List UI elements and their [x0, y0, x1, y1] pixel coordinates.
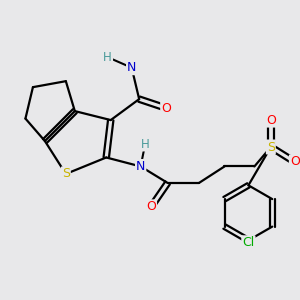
Text: Cl: Cl — [242, 236, 254, 249]
Text: N: N — [136, 160, 145, 173]
Text: N: N — [127, 61, 136, 74]
Text: H: H — [141, 137, 149, 151]
Text: S: S — [62, 167, 70, 180]
Text: O: O — [146, 200, 156, 213]
Text: H: H — [103, 51, 112, 64]
Text: O: O — [266, 114, 276, 127]
Text: O: O — [290, 155, 300, 169]
Text: O: O — [161, 102, 171, 115]
Text: S: S — [267, 140, 275, 154]
